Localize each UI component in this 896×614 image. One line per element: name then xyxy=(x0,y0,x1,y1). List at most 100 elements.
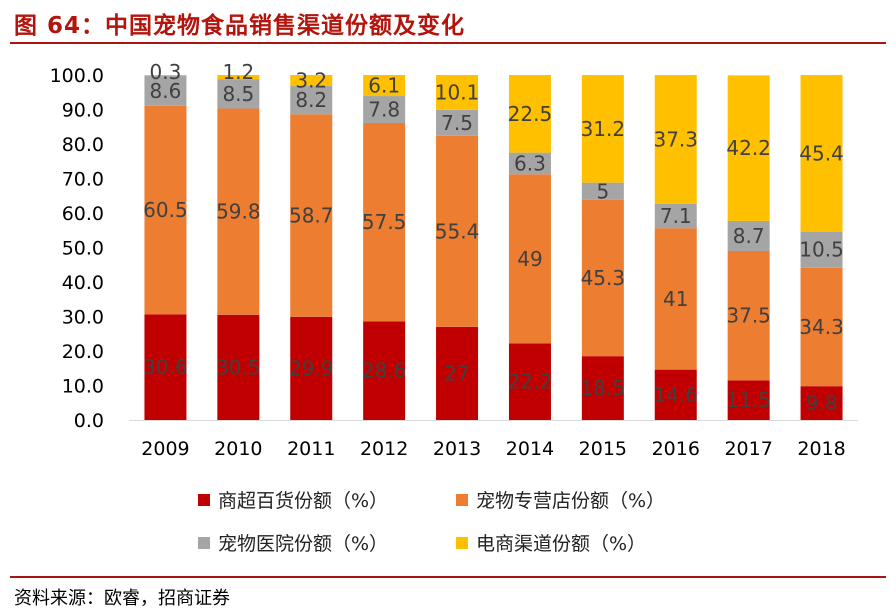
legend-swatch-pet-store xyxy=(456,493,468,506)
bar-segment xyxy=(727,220,770,251)
data-label: 42.2 xyxy=(726,136,771,160)
bar-segment xyxy=(436,326,479,420)
y-tick-label: 50.0 xyxy=(62,238,104,260)
data-label: 31.2 xyxy=(581,117,626,141)
stacked-bar-chart: 0.0 10.0 20.0 30.0 40.0 50.0 60.0 70.0 80.0 90.0 1… xyxy=(50,60,858,460)
chart-title: 图 64：中国宠物食品销售渠道份额及变化 xyxy=(14,13,466,39)
x-tick-label: 2015 xyxy=(579,438,627,460)
bar-segment xyxy=(654,75,697,204)
data-label: 8.2 xyxy=(295,88,327,112)
bar-segment xyxy=(290,75,333,87)
data-label: 10.1 xyxy=(435,80,480,104)
bar-segment xyxy=(800,231,843,268)
bar-segment xyxy=(508,75,551,153)
bar-segment xyxy=(654,228,697,370)
y-tick-label: 80.0 xyxy=(62,134,104,156)
x-tick-label: 2013 xyxy=(433,438,481,460)
data-label: 30.5 xyxy=(216,355,261,379)
data-label: 8.7 xyxy=(733,224,765,248)
x-tick-label: 2016 xyxy=(652,438,700,460)
footer-divider xyxy=(10,576,886,578)
bar-segment xyxy=(217,108,260,315)
bar-segment xyxy=(144,314,187,420)
y-tick-label: 20.0 xyxy=(62,341,104,363)
y-tick-label: 30.0 xyxy=(62,307,104,329)
bar-segment xyxy=(144,75,187,77)
legend-item-pet-hospital: 宠物医院份额（%） xyxy=(198,529,388,556)
source-note: 资料来源：欧睿，招商证券 xyxy=(14,588,230,609)
bar-segment xyxy=(144,105,187,315)
legend-item-pet-store: 宠物专营店份额（%） xyxy=(456,486,665,513)
y-tick-label: 0.0 xyxy=(74,410,104,432)
bar-segment xyxy=(217,314,260,420)
y-tick-label: 90.0 xyxy=(62,100,104,122)
data-label: 6.3 xyxy=(514,151,546,175)
data-label: 28.6 xyxy=(362,359,407,383)
y-tick-label: 10.0 xyxy=(62,376,104,398)
bar-segment xyxy=(436,135,479,327)
data-label: 1.2 xyxy=(222,60,254,84)
data-label: 45.3 xyxy=(581,266,626,290)
data-label: 5 xyxy=(596,179,609,203)
bars xyxy=(144,75,843,420)
bar-segment xyxy=(508,152,551,175)
data-label: 6.1 xyxy=(368,74,400,98)
y-tick-label: 40.0 xyxy=(62,272,104,294)
x-tick-label: 2009 xyxy=(141,438,189,460)
bar-segment xyxy=(217,75,260,80)
bar-segment xyxy=(800,386,843,420)
data-label: 18.5 xyxy=(581,376,626,400)
bar-segment xyxy=(290,86,333,115)
data-label: 11.5 xyxy=(726,388,771,412)
legend-swatch-ecommerce xyxy=(456,536,468,549)
bar-segment xyxy=(581,75,624,183)
legend-item-supermarket: 商超百货份额（%） xyxy=(198,486,388,513)
data-label: 22.2 xyxy=(508,370,553,394)
x-tick-label: 2018 xyxy=(797,438,845,460)
bar-segment xyxy=(727,380,770,420)
legend-label-supermarket: 商超百货份额（%） xyxy=(218,490,389,512)
bar-segment xyxy=(800,75,843,232)
data-label: 30.6 xyxy=(143,355,188,379)
data-label: 59.8 xyxy=(216,200,261,224)
bar-segment xyxy=(581,356,624,420)
bar-segment xyxy=(436,109,479,136)
data-labels: 30.660.58.60.330.559.88.51.229.958.78.23… xyxy=(143,60,844,415)
data-label: 55.4 xyxy=(435,219,480,243)
bar-segment xyxy=(363,75,406,97)
bar-segment xyxy=(508,174,551,344)
bar-segment xyxy=(654,369,697,420)
data-label: 7.1 xyxy=(660,204,692,228)
legend-item-ecommerce: 电商渠道份额（%） xyxy=(456,529,646,556)
data-label: 0.3 xyxy=(150,60,182,84)
data-label: 27 xyxy=(444,361,469,385)
data-label: 8.5 xyxy=(222,82,254,106)
data-label: 45.4 xyxy=(799,141,844,165)
data-label: 37.5 xyxy=(726,304,771,328)
bar-segment xyxy=(363,321,406,420)
data-label: 29.9 xyxy=(289,356,334,380)
bar-segment xyxy=(654,203,697,229)
bar-segment xyxy=(363,122,406,322)
x-tick-label: 2012 xyxy=(360,438,408,460)
data-label: 14.6 xyxy=(653,383,698,407)
title-divider xyxy=(10,42,886,44)
bar-segment xyxy=(581,182,624,200)
bar-segment xyxy=(436,75,479,110)
axes: 0.0 10.0 20.0 30.0 40.0 50.0 60.0 70.0 80.0 90.0 1… xyxy=(50,65,858,460)
data-label: 57.5 xyxy=(362,210,407,234)
legend-label-ecommerce: 电商渠道份额（%） xyxy=(476,533,647,555)
data-label: 10.5 xyxy=(799,238,844,262)
y-tick-label: 100.0 xyxy=(50,65,104,87)
data-label: 37.3 xyxy=(653,127,698,151)
data-label: 7.5 xyxy=(441,111,473,135)
data-label: 8.6 xyxy=(150,79,182,103)
bar-segment xyxy=(144,76,187,106)
x-tick-label: 2014 xyxy=(506,438,554,460)
data-label: 49 xyxy=(517,247,542,271)
legend-label-pet-store: 宠物专营店份额（%） xyxy=(476,490,666,512)
bar-segment xyxy=(581,199,624,357)
data-label: 34.3 xyxy=(799,315,844,339)
x-tick-label: 2017 xyxy=(724,438,772,460)
data-label: 3.2 xyxy=(295,69,327,93)
